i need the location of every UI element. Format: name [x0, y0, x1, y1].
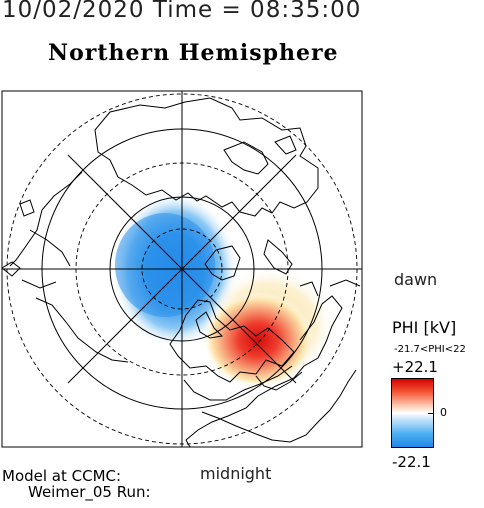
colorbar-range-text: -21.7<PHI<22 — [394, 344, 466, 355]
dawn-label: dawn — [394, 270, 438, 289]
map-frame — [1, 90, 363, 448]
map-content — [2, 91, 362, 447]
colorbar-quantity-label: PHI [kV] — [392, 318, 457, 337]
meridian-lines — [2, 91, 362, 447]
coastlines — [2, 97, 361, 447]
model-line-1: Model at CCMC: — [2, 467, 122, 485]
plot-title: Northern Hemisphere — [48, 40, 339, 66]
timestamp: 10/02/2020 Time = 08:35:00 — [2, 0, 362, 23]
colorbar-zero-label: 0 — [440, 406, 447, 419]
model-line-2: Weimer_05 Run: — [28, 483, 151, 501]
colorbar-zero-tick — [428, 413, 434, 414]
polar-map — [1, 90, 363, 448]
potential-pattern — [112, 192, 335, 388]
midnight-label: midnight — [200, 464, 272, 483]
colorbar-min-label: -22.1 — [392, 453, 431, 471]
colorbar-max-label: +22.1 — [392, 358, 438, 376]
colorbar — [391, 378, 434, 448]
